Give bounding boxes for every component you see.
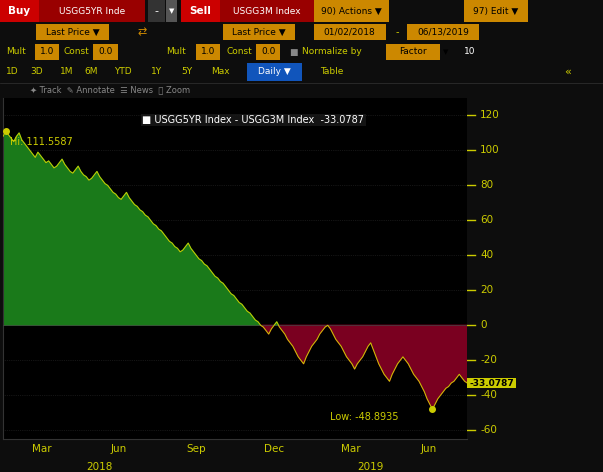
Text: ▼: ▼ bbox=[169, 8, 174, 14]
Bar bbox=[314, 24, 386, 41]
Text: Mult: Mult bbox=[166, 48, 186, 57]
Text: Normalize by: Normalize by bbox=[302, 48, 361, 57]
Text: Mar: Mar bbox=[341, 444, 361, 454]
Bar bbox=[247, 63, 302, 81]
Text: 1D: 1D bbox=[6, 67, 19, 76]
Text: 1M: 1M bbox=[60, 67, 74, 76]
Bar bbox=[36, 24, 109, 41]
Bar bbox=[39, 0, 145, 22]
Text: -60: -60 bbox=[480, 425, 497, 435]
Text: 0: 0 bbox=[480, 320, 487, 330]
Text: 2019: 2019 bbox=[358, 462, 384, 472]
Text: Mult: Mult bbox=[6, 48, 26, 57]
Text: Daily ▼: Daily ▼ bbox=[258, 67, 291, 76]
Bar bbox=[464, 0, 528, 22]
Text: -: - bbox=[395, 27, 399, 37]
Bar bbox=[93, 43, 118, 60]
Text: 80: 80 bbox=[480, 180, 493, 190]
Bar bbox=[0, 0, 39, 22]
Text: 6M: 6M bbox=[84, 67, 98, 76]
Text: 1.0: 1.0 bbox=[201, 48, 215, 57]
Text: Table: Table bbox=[320, 67, 343, 76]
Text: 120: 120 bbox=[480, 110, 500, 120]
Text: Hi: 111.5587: Hi: 111.5587 bbox=[10, 137, 73, 147]
Bar bbox=[220, 0, 314, 22]
Text: Jun: Jun bbox=[421, 444, 437, 454]
Text: 100: 100 bbox=[480, 145, 500, 155]
Text: 20: 20 bbox=[480, 286, 493, 295]
Text: 90) Actions ▼: 90) Actions ▼ bbox=[321, 7, 381, 16]
Text: ✦ Track  ✎ Annotate  ☰ News  🔍 Zoom: ✦ Track ✎ Annotate ☰ News 🔍 Zoom bbox=[30, 85, 191, 94]
Bar bbox=[386, 43, 440, 60]
Text: Sell: Sell bbox=[189, 6, 211, 16]
Text: 1Y: 1Y bbox=[151, 67, 162, 76]
Text: Last Price ▼: Last Price ▼ bbox=[46, 27, 99, 36]
Text: YTD: YTD bbox=[115, 67, 132, 76]
Text: 0.0: 0.0 bbox=[98, 48, 113, 57]
Bar bbox=[314, 0, 389, 22]
Text: USGG3M Index: USGG3M Index bbox=[233, 7, 300, 16]
Text: -40: -40 bbox=[480, 390, 497, 400]
Text: Buy: Buy bbox=[8, 6, 30, 16]
Text: 3D: 3D bbox=[30, 67, 43, 76]
Text: -: - bbox=[154, 6, 158, 16]
Text: 01/02/2018: 01/02/2018 bbox=[324, 27, 376, 36]
Text: «: « bbox=[564, 67, 570, 77]
Bar bbox=[467, 378, 516, 388]
Bar bbox=[223, 24, 295, 41]
Text: Mar: Mar bbox=[32, 444, 51, 454]
Text: ⇄: ⇄ bbox=[137, 27, 147, 37]
Text: 2018: 2018 bbox=[86, 462, 113, 472]
Text: Low: -48.8935: Low: -48.8935 bbox=[330, 412, 399, 421]
Text: ▼: ▼ bbox=[443, 49, 449, 55]
Text: Last Price ▼: Last Price ▼ bbox=[233, 27, 286, 36]
Text: Factor: Factor bbox=[399, 48, 427, 57]
Text: 60: 60 bbox=[480, 215, 493, 226]
Text: 1.0: 1.0 bbox=[40, 48, 54, 57]
Text: 06/13/2019: 06/13/2019 bbox=[417, 27, 469, 36]
Bar bbox=[256, 43, 280, 60]
Text: USGG5YR Inde: USGG5YR Inde bbox=[58, 7, 125, 16]
Bar bbox=[196, 43, 220, 60]
Text: Const: Const bbox=[226, 48, 252, 57]
Text: -33.0787: -33.0787 bbox=[469, 379, 514, 388]
Text: ■ USGG5YR Index - USGG3M Index  -33.0787: ■ USGG5YR Index - USGG3M Index -33.0787 bbox=[142, 115, 364, 125]
Text: 97) Edit ▼: 97) Edit ▼ bbox=[473, 7, 519, 16]
Text: -20: -20 bbox=[480, 355, 497, 365]
Text: ■: ■ bbox=[289, 48, 298, 57]
Bar bbox=[181, 0, 220, 22]
Bar bbox=[166, 0, 177, 22]
Text: Max: Max bbox=[211, 67, 230, 76]
Text: 0.0: 0.0 bbox=[261, 48, 276, 57]
Bar bbox=[148, 0, 165, 22]
Text: 10: 10 bbox=[464, 48, 476, 57]
Bar bbox=[407, 24, 479, 41]
Text: Jun: Jun bbox=[111, 444, 127, 454]
Text: 5Y: 5Y bbox=[181, 67, 192, 76]
Text: Const: Const bbox=[63, 48, 89, 57]
Text: Sep: Sep bbox=[187, 444, 206, 454]
Text: Dec: Dec bbox=[264, 444, 284, 454]
Text: 40: 40 bbox=[480, 250, 493, 261]
Bar bbox=[35, 43, 59, 60]
